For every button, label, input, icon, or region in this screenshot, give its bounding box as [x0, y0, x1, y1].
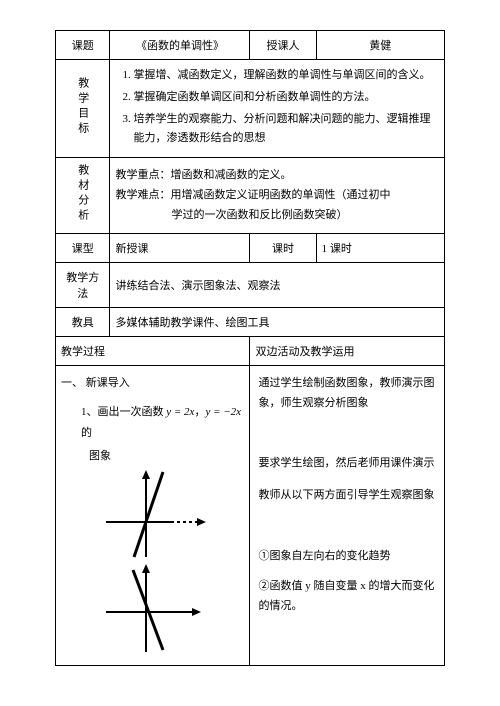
instructor-label: 授课人 — [250, 31, 316, 60]
objectives-label: 教学目标 — [56, 60, 110, 158]
activity-text-2: 要求学生绘图，然后老师用课件演示 — [258, 454, 436, 474]
analysis-content: 教学重点：增函数和减函数的定义。 教学难点：用增减函数定义证明函数的单调性（通过… — [110, 158, 445, 234]
intro-right: 通过学生绘制函数图象，教师演示图象，师生观察分析图象 要求学生绘图，然后老师用课… — [250, 366, 445, 665]
activity-text-5: ②函数值 y 随自变量 x 的增大而变化的情况。 — [258, 577, 436, 617]
instructor-value: 黄健 — [316, 31, 444, 60]
objective-item: 培养学生的观察能力、分析问题和解决问题的能力、逻辑推理能力，渗透数形结合的思想 — [133, 110, 439, 150]
process-right-label: 双边活动及教学运用 — [250, 337, 445, 366]
type-label: 课型 — [56, 234, 110, 263]
objective-item: 掌握增、减函数定义，理解函数的单调性与单调区间的含义。 — [133, 66, 439, 86]
topic-label: 课题 — [56, 31, 110, 60]
intro-left: 一、 新课导入 1、画出一次函数 y = 2x，y = −2x 的 图象 — [56, 366, 250, 665]
method-label: 教学方法 — [56, 263, 110, 308]
topic-value: 《函数的单调性》 — [110, 31, 250, 60]
graph-negative-slope — [61, 562, 244, 657]
process-left-label: 教学过程 — [56, 337, 250, 366]
method-value: 讲练结合法、演示图象法、观察法 — [110, 263, 445, 308]
tools-label: 教具 — [56, 308, 110, 337]
graph-label: 图象 — [61, 446, 244, 467]
objective-item: 掌握确定函数单调区间和分析函数单调性的方法。 — [133, 88, 439, 108]
period-value: 1 课时 — [316, 234, 444, 263]
analysis-label: 教材分析 — [56, 158, 110, 234]
activity-text-3: 教师从以下两方面引导学生观察图象 — [258, 486, 436, 506]
objectives-content: 掌握增、减函数定义，理解函数的单调性与单调区间的含义。 掌握确定函数单调区间和分… — [110, 60, 445, 158]
section-heading: 一、 新课导入 — [61, 374, 244, 394]
period-label: 课时 — [250, 234, 316, 263]
activity-text-1: 通过学生绘制函数图象，教师演示图象，师生观察分析图象 — [258, 374, 436, 414]
type-value: 新授课 — [110, 234, 250, 263]
activity-text-4: ①图象自左向右的变化趋势 — [258, 547, 436, 567]
step-1-text: 1、画出一次函数 y = 2x，y = −2x 的 — [61, 402, 244, 444]
tools-value: 多媒体辅助教学课件、绘图工具 — [110, 308, 445, 337]
graph-positive-slope — [61, 467, 244, 562]
